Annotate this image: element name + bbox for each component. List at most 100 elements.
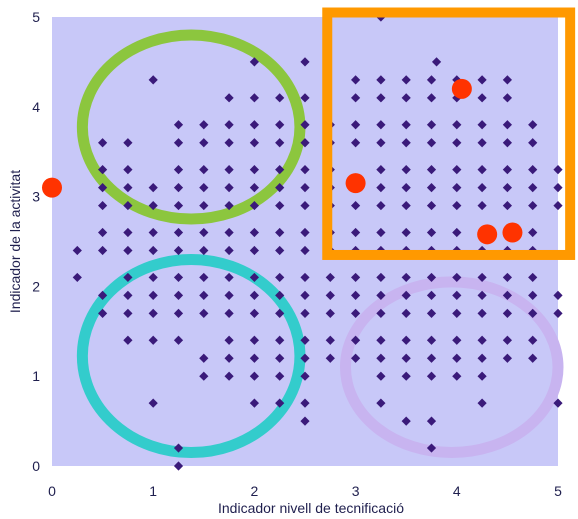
data-point-diamond bbox=[300, 371, 310, 381]
data-point-diamond bbox=[275, 183, 285, 193]
green-ellipse bbox=[76, 29, 306, 225]
data-point-diamond bbox=[98, 138, 108, 148]
data-point-diamond bbox=[502, 200, 512, 211]
data-point-diamond bbox=[224, 335, 234, 345]
data-point-diamond bbox=[148, 75, 158, 85]
data-point-diamond bbox=[376, 120, 386, 130]
data-point-diamond bbox=[224, 290, 234, 300]
x-tick-label: 0 bbox=[48, 483, 56, 499]
data-point-diamond bbox=[224, 183, 234, 193]
data-point-diamond bbox=[325, 335, 335, 345]
data-point-diamond bbox=[224, 93, 234, 103]
y-tick-label: 4 bbox=[32, 99, 40, 115]
data-point-diamond bbox=[351, 120, 361, 130]
data-point-diamond bbox=[376, 138, 386, 148]
data-point-diamond bbox=[224, 138, 234, 148]
data-point-diamond bbox=[325, 353, 335, 363]
data-point-diamond bbox=[502, 93, 512, 103]
x-axis-title: Indicador nivell de tecnificació bbox=[218, 500, 404, 516]
data-point-diamond bbox=[275, 200, 285, 211]
x-axis-ticks: 0 1 2 3 4 5 bbox=[48, 483, 562, 499]
data-point-diamond bbox=[148, 308, 158, 318]
data-point-diamond bbox=[173, 200, 184, 211]
data-point-diamond bbox=[199, 227, 209, 238]
data-point-diamond bbox=[351, 227, 361, 238]
data-point-diamond bbox=[224, 165, 234, 175]
data-point-diamond bbox=[351, 138, 361, 148]
data-point-diamond bbox=[300, 335, 310, 345]
data-point-diamond bbox=[351, 308, 361, 318]
data-point-diamond bbox=[300, 245, 310, 256]
data-point-diamond bbox=[502, 353, 512, 363]
data-point-diamond bbox=[477, 308, 487, 318]
data-point-diamond bbox=[249, 227, 259, 238]
data-point-diamond bbox=[426, 308, 437, 318]
data-points bbox=[72, 12, 563, 471]
data-point-diamond bbox=[502, 183, 512, 193]
data-point-diamond bbox=[477, 272, 487, 283]
data-point-diamond bbox=[452, 75, 462, 85]
data-point-diamond bbox=[528, 183, 538, 193]
data-point-diamond bbox=[249, 200, 259, 211]
data-point-diamond bbox=[502, 75, 512, 85]
data-point-diamond bbox=[452, 335, 462, 345]
data-point-diamond bbox=[173, 272, 184, 283]
x-tick-label: 3 bbox=[352, 483, 360, 499]
annotation-frame bbox=[322, 7, 576, 260]
data-point-diamond bbox=[401, 290, 411, 300]
data-point-diamond bbox=[452, 353, 462, 363]
data-point-diamond bbox=[300, 416, 310, 426]
data-point-diamond bbox=[249, 335, 259, 345]
data-point-diamond bbox=[123, 272, 133, 283]
data-point-diamond bbox=[426, 200, 437, 211]
data-point-diamond bbox=[148, 398, 158, 408]
data-point-diamond bbox=[426, 272, 437, 283]
data-point-diamond bbox=[275, 371, 285, 381]
data-point-diamond bbox=[173, 308, 184, 318]
data-point-diamond bbox=[325, 272, 335, 283]
x-tick-label: 5 bbox=[554, 483, 562, 499]
data-point-diamond bbox=[275, 335, 285, 345]
data-point-diamond bbox=[98, 200, 108, 211]
data-point-diamond bbox=[452, 183, 462, 193]
data-point-diamond bbox=[401, 272, 411, 283]
data-point-diamond bbox=[249, 308, 259, 318]
y-axis-ticks: 0 1 2 3 4 5 bbox=[32, 9, 40, 474]
data-point-diamond bbox=[300, 308, 310, 318]
data-point-diamond bbox=[528, 308, 538, 318]
data-point-diamond bbox=[401, 227, 411, 238]
data-point-diamond bbox=[426, 75, 437, 85]
data-point-diamond bbox=[477, 200, 487, 211]
data-point-diamond bbox=[275, 120, 285, 130]
data-point-diamond bbox=[376, 290, 386, 300]
data-point-diamond bbox=[502, 165, 512, 175]
data-point-diamond bbox=[376, 183, 386, 193]
data-point-diamond bbox=[477, 290, 487, 300]
data-point-diamond bbox=[426, 443, 437, 453]
data-point-diamond bbox=[148, 227, 158, 238]
data-point-diamond bbox=[98, 227, 108, 238]
data-point-diamond bbox=[224, 245, 234, 256]
data-point-diamond bbox=[351, 93, 361, 103]
data-point-diamond bbox=[376, 308, 386, 318]
data-point-diamond bbox=[123, 165, 133, 175]
data-point-diamond bbox=[376, 335, 386, 345]
data-point-diamond bbox=[148, 290, 158, 300]
data-point-diamond bbox=[275, 245, 285, 256]
data-point-diamond bbox=[98, 183, 108, 193]
data-point-diamond bbox=[148, 200, 158, 211]
data-point-diamond bbox=[300, 165, 310, 175]
data-point-diamond bbox=[173, 461, 184, 471]
data-point-diamond bbox=[426, 120, 437, 130]
data-point-diamond bbox=[401, 165, 411, 175]
data-point-diamond bbox=[249, 138, 259, 148]
y-tick-label: 1 bbox=[32, 368, 40, 384]
data-point-diamond bbox=[148, 245, 158, 256]
data-point-diamond bbox=[123, 227, 133, 238]
data-point-diamond bbox=[275, 353, 285, 363]
data-point-diamond bbox=[426, 353, 437, 363]
data-point-diamond bbox=[452, 120, 462, 130]
data-point-diamond bbox=[528, 227, 538, 238]
data-point-diamond bbox=[528, 120, 538, 130]
data-point-diamond bbox=[123, 335, 133, 345]
